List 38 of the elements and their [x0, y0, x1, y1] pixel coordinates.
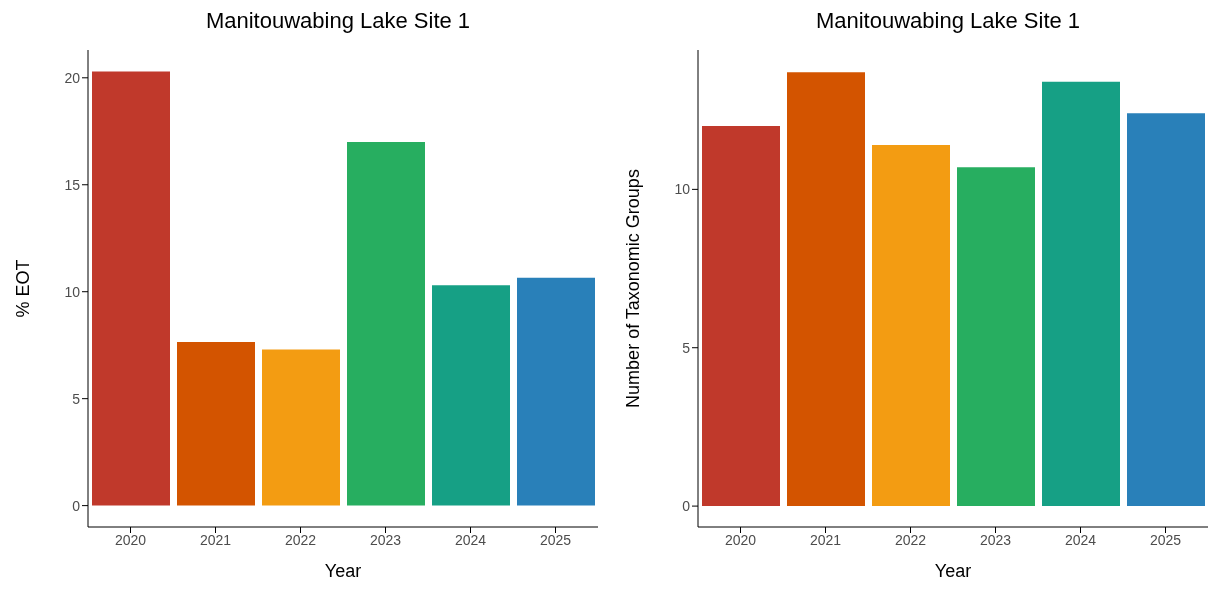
x-axis-title: Year — [324, 561, 362, 581]
bar — [787, 72, 865, 507]
bar — [432, 285, 510, 506]
y-tick-label: 10 — [674, 181, 691, 198]
bar — [177, 341, 255, 506]
x-tick-label: 2023 — [979, 531, 1012, 548]
y-tick-label: 10 — [64, 283, 81, 300]
x-tick-label: 2020 — [724, 531, 757, 548]
chart-title: Manitouwabing Lake Site 1 — [814, 8, 1082, 35]
x-tick-label: 2025 — [1149, 531, 1182, 548]
chart-title: Manitouwabing Lake Site 1 — [204, 8, 472, 35]
bar — [957, 167, 1035, 507]
bar — [1127, 113, 1205, 507]
x-tick-label: 2022 — [894, 531, 927, 548]
x-tick-label: 2021 — [809, 531, 842, 548]
bar — [517, 277, 595, 506]
y-axis-title: Number of Taxonomic Groups — [623, 169, 644, 408]
x-tick-label: 2022 — [284, 531, 317, 548]
y-axis-title: % EOT — [13, 259, 34, 318]
y-tick-label: 15 — [64, 176, 81, 193]
bar — [1042, 81, 1120, 507]
y-tick-label: 5 — [72, 390, 81, 407]
y-tick-label: 0 — [72, 497, 81, 514]
y-tick-label: 5 — [682, 339, 691, 356]
x-tick-label: 2024 — [454, 531, 487, 548]
x-tick-label: 2024 — [1064, 531, 1097, 548]
bar — [262, 349, 340, 506]
bar — [347, 141, 425, 506]
bar — [92, 71, 170, 506]
y-tick-label: 0 — [682, 498, 691, 515]
x-axis-title: Year — [934, 561, 972, 581]
x-tick-label: 2020 — [114, 531, 147, 548]
bar — [702, 126, 780, 507]
bar — [872, 145, 950, 507]
x-tick-label: 2023 — [369, 531, 402, 548]
y-tick-label: 20 — [64, 69, 81, 86]
x-tick-label: 2025 — [539, 531, 572, 548]
x-tick-label: 2021 — [199, 531, 232, 548]
